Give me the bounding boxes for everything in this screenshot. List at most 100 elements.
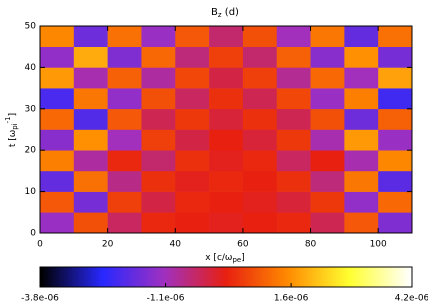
plot-frame <box>39 25 413 234</box>
heatmap-cell <box>344 170 379 192</box>
colorbar-swatch <box>356 267 359 287</box>
colorbar-swatch <box>276 267 279 287</box>
colorbar-swatch <box>260 267 263 287</box>
heatmap-cell <box>310 212 345 234</box>
colorbar-swatch <box>130 267 133 287</box>
colorbar-swatch <box>284 267 287 287</box>
colorbar-swatch <box>300 267 303 287</box>
heatmap-cell <box>107 46 142 68</box>
heatmap-cell <box>141 150 176 172</box>
colorbar-swatch <box>326 267 329 287</box>
colorbar-swatch <box>190 267 193 287</box>
heatmap-cell <box>40 26 75 47</box>
title-end: (d) <box>222 7 239 18</box>
colorbar-swatch <box>280 267 283 287</box>
heatmap-cell <box>107 88 142 110</box>
colorbar-swatch <box>182 267 185 287</box>
heatmap-cell <box>141 88 176 110</box>
colorbar-swatch <box>290 267 293 287</box>
heatmap-cell <box>40 150 75 172</box>
heatmap-cell <box>209 150 244 172</box>
colorbar-swatch <box>164 267 167 287</box>
colorbar-swatch <box>204 267 207 287</box>
heatmap-cell <box>378 212 413 234</box>
colorbar-swatch <box>330 267 333 287</box>
colorbar-swatch <box>236 267 239 287</box>
colorbar-swatch <box>222 267 225 287</box>
heatmap-cell <box>310 191 345 213</box>
colorbar-swatch <box>380 267 383 287</box>
heatmap-cell <box>107 170 142 192</box>
title-text: B <box>211 7 218 18</box>
colorbar-swatch <box>140 267 143 287</box>
colorbar-swatch <box>370 267 373 287</box>
colorbar-swatch <box>128 267 131 287</box>
heatmap-cell <box>175 212 210 234</box>
colorbar-swatch <box>142 267 145 287</box>
colorbar-swatch <box>180 267 183 287</box>
colorbar-swatch <box>224 267 227 287</box>
heatmap-cell <box>276 88 311 110</box>
colorbar-swatch <box>104 267 107 287</box>
colorbar-swatch <box>176 267 179 287</box>
colorbar-swatch <box>318 267 321 287</box>
heatmap-cell <box>378 67 413 89</box>
colorbar-swatch <box>292 267 295 287</box>
colorbar-swatch <box>210 267 213 287</box>
colorbar-swatch <box>294 267 297 287</box>
heatmap-cell <box>40 46 75 68</box>
colorbar-swatch <box>226 267 229 287</box>
heatmap-cell <box>378 129 413 151</box>
x-tick-label: 20 <box>102 240 114 250</box>
heatmap-cell <box>175 108 210 130</box>
colorbar-swatch <box>76 267 79 287</box>
colorbar-swatch <box>144 267 147 287</box>
colorbar-swatch <box>82 267 85 287</box>
y-tick-label: 40 <box>25 63 37 73</box>
colorbar-swatch <box>62 267 65 287</box>
colorbar-swatch <box>74 267 77 287</box>
colorbar <box>40 267 413 287</box>
heatmap-cell <box>276 191 311 213</box>
colorbar-swatch <box>186 267 189 287</box>
colorbar-swatch <box>270 267 273 287</box>
x-axis-label: x [c/ωpe] <box>205 253 244 265</box>
heatmap-cell <box>344 46 379 68</box>
ylabel-sup: -1 <box>4 116 12 123</box>
heatmap-cell <box>276 170 311 192</box>
y-tick-label: 50 <box>25 22 37 32</box>
colorbar-swatch <box>266 267 269 287</box>
heatmap-cell <box>209 212 244 234</box>
heatmap-cell <box>209 170 244 192</box>
heatmap-cell <box>344 191 379 213</box>
heatmap-cell <box>175 26 210 47</box>
colorbar-swatch <box>374 267 377 287</box>
colorbar-swatch <box>218 267 221 287</box>
heatmap-cell <box>175 88 210 110</box>
heatmap-cell <box>107 67 142 89</box>
colorbar-swatch <box>110 267 113 287</box>
colorbar-swatch <box>202 267 205 287</box>
colorbar-swatch <box>196 267 199 287</box>
heatmap-cell <box>141 129 176 151</box>
heatmap-cell <box>276 46 311 68</box>
colorbar-swatch <box>248 267 251 287</box>
colorbar-swatch <box>264 267 267 287</box>
heatmap-cell <box>378 170 413 192</box>
colorbar-tick-label: 4.2e-06 <box>395 294 428 304</box>
colorbar-swatch <box>298 267 301 287</box>
colorbar-frame <box>39 266 413 288</box>
colorbar-swatch <box>214 267 217 287</box>
y-tick-label: 20 <box>25 146 37 156</box>
heatmap-cell <box>276 108 311 130</box>
heatmap-cell <box>209 191 244 213</box>
heatmap-cell <box>209 88 244 110</box>
heatmap-cell <box>276 212 311 234</box>
ylabel-text: t [ω <box>8 130 18 147</box>
heatmap-cell <box>141 212 176 234</box>
colorbar-swatch <box>90 267 93 287</box>
heatmap-cell <box>141 191 176 213</box>
heatmap-cell <box>242 212 278 234</box>
heatmap-cell <box>73 150 108 172</box>
heatmap-cell <box>40 67 75 89</box>
